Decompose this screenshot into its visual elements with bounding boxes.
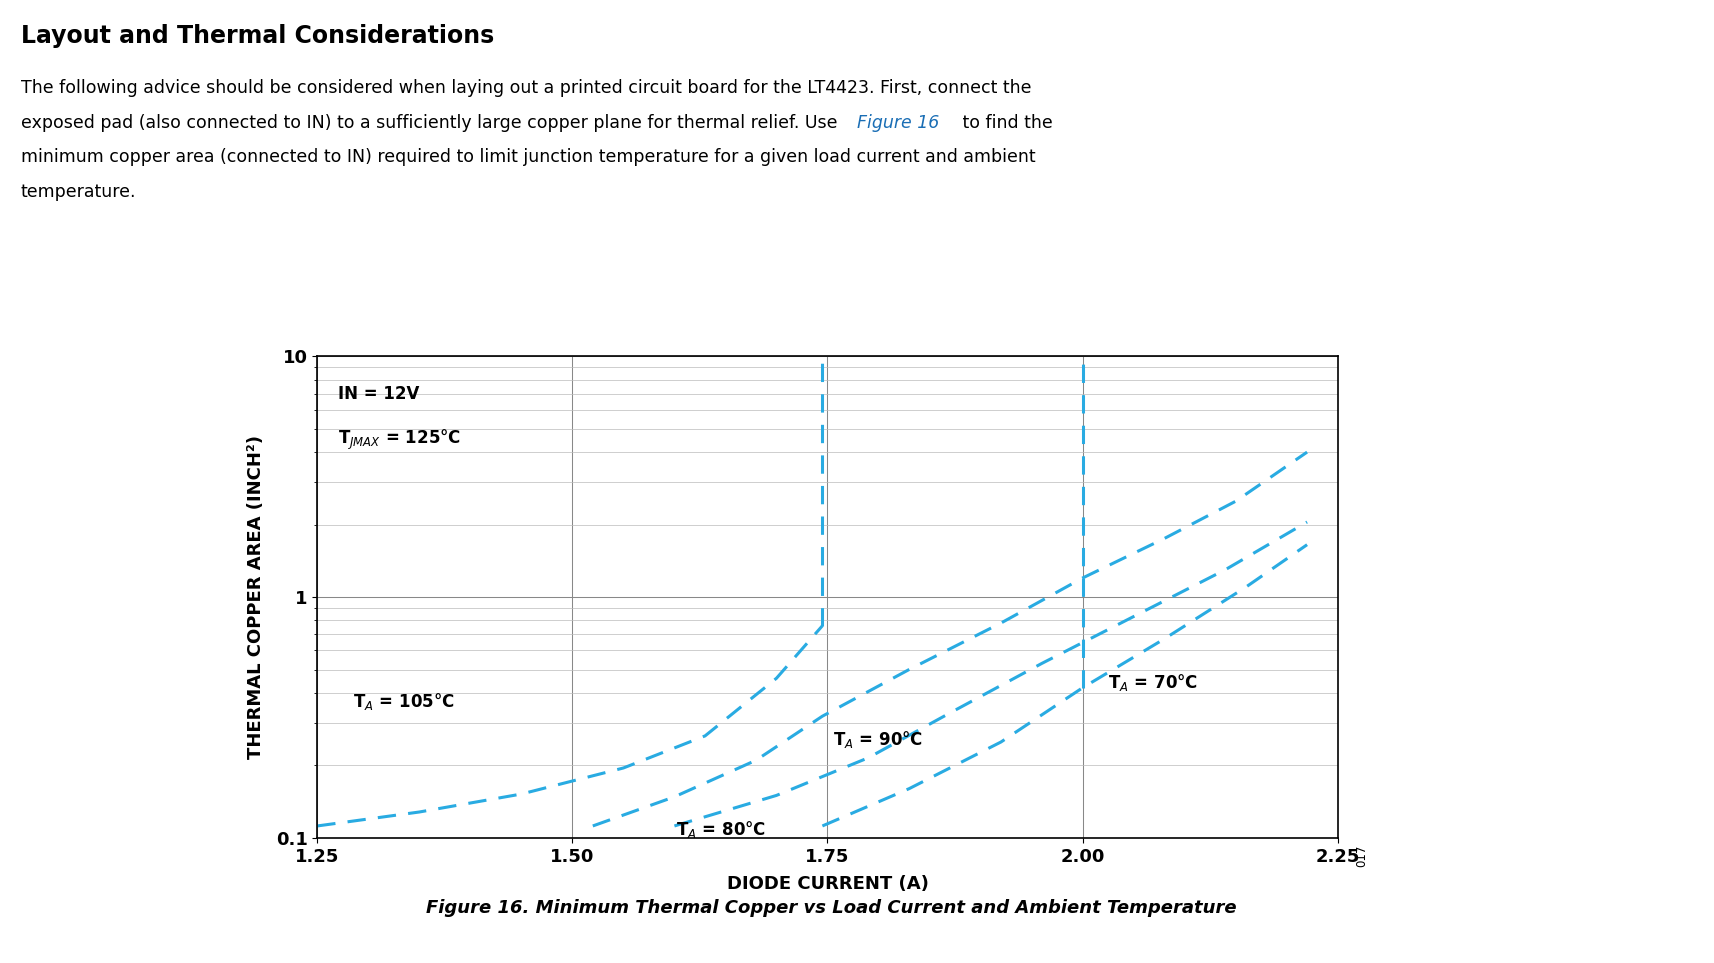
Text: Figure 16. Minimum Thermal Copper vs Load Current and Ambient Temperature: Figure 16. Minimum Thermal Copper vs Loa… (427, 898, 1236, 917)
Text: Layout and Thermal Considerations: Layout and Thermal Considerations (21, 24, 494, 48)
Text: minimum copper area (connected to IN) required to limit junction temperature for: minimum copper area (connected to IN) re… (21, 148, 1035, 167)
Text: T$_A$ = 90°C: T$_A$ = 90°C (831, 729, 922, 750)
X-axis label: DIODE CURRENT (A): DIODE CURRENT (A) (727, 875, 927, 894)
Text: The following advice should be considered when laying out a printed circuit boar: The following advice should be considere… (21, 79, 1030, 97)
Text: IN = 12V: IN = 12V (338, 384, 418, 403)
Text: T$_A$ = 105°C: T$_A$ = 105°C (353, 690, 454, 712)
Text: to find the: to find the (956, 114, 1052, 132)
Text: Figure 16: Figure 16 (857, 114, 939, 132)
Text: exposed pad (also connected to IN) to a sufficiently large copper plane for ther: exposed pad (also connected to IN) to a … (21, 114, 842, 132)
Y-axis label: THERMAL COPPER AREA (INCH²): THERMAL COPPER AREA (INCH²) (247, 435, 264, 759)
Text: T$_{JMAX}$ = 125°C: T$_{JMAX}$ = 125°C (338, 428, 461, 452)
Text: T$_A$ = 80°C: T$_A$ = 80°C (675, 820, 766, 841)
Text: temperature.: temperature. (21, 183, 135, 201)
Text: 017: 017 (1354, 845, 1368, 867)
Text: T$_A$ = 70°C: T$_A$ = 70°C (1107, 672, 1198, 693)
